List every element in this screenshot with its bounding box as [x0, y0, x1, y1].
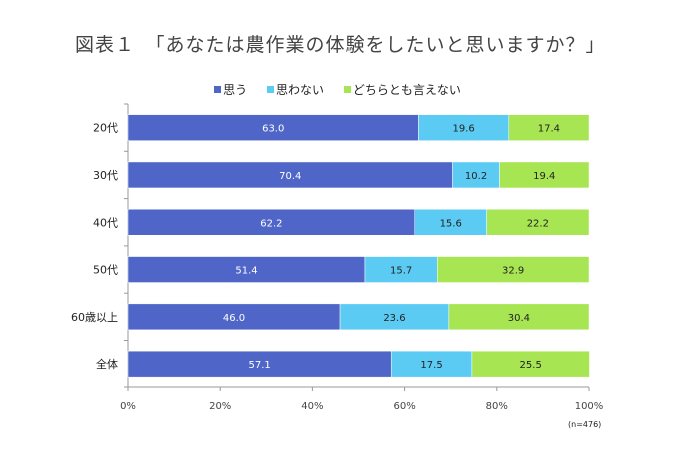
data-label: 23.6	[383, 313, 405, 324]
data-label: 15.6	[440, 218, 462, 229]
data-label: 32.9	[502, 266, 524, 277]
bar-segment	[127, 114, 419, 141]
data-label: 17.5	[420, 360, 442, 371]
legend-label: 思わない	[275, 83, 324, 97]
legend-swatch	[343, 86, 351, 93]
category-label: 60歳以上	[71, 311, 118, 324]
bar-segment	[452, 161, 500, 189]
data-label: 25.5	[520, 360, 542, 371]
category-label: 40代	[93, 216, 118, 229]
category-label: 20代	[93, 122, 118, 135]
x-tick-label: 20%	[209, 401, 231, 412]
category-label: 50代	[93, 264, 118, 277]
data-label: 30.4	[508, 313, 530, 324]
data-label: 17.4	[538, 124, 560, 135]
data-label: 19.4	[533, 171, 555, 182]
x-tick-label: 40%	[301, 401, 323, 412]
x-tick-label: 80%	[486, 401, 508, 412]
bar-segment	[486, 209, 590, 236]
data-label: 46.0	[223, 313, 245, 324]
legend-item: 思わない	[266, 81, 324, 98]
category-label: 全体	[96, 357, 118, 371]
x-tick-label: 0%	[120, 401, 136, 412]
bar-segment	[448, 303, 590, 331]
bar-segment	[508, 114, 590, 141]
bar-segment	[390, 350, 473, 378]
data-label: 19.6	[452, 124, 474, 135]
data-label: 22.2	[527, 218, 549, 229]
sample-size-note: (n=476)	[568, 420, 602, 429]
bar-segment	[127, 350, 392, 378]
data-label: 70.4	[279, 171, 301, 182]
data-label: 63.0	[262, 124, 284, 135]
bar-segment	[364, 256, 438, 283]
category-label: 30代	[93, 169, 118, 182]
bar-segment	[127, 303, 341, 331]
legend-item: どちらとも言えない	[343, 81, 461, 98]
data-label: 62.2	[260, 218, 282, 229]
data-label: 57.1	[248, 360, 270, 371]
bar-segment	[127, 161, 453, 189]
legend: 思う 思わない どちらとも言えない	[0, 81, 675, 98]
bar-segment	[339, 303, 450, 331]
bar-segment	[471, 350, 590, 378]
legend-label: どちらとも言えない	[352, 83, 461, 97]
legend-swatch	[214, 86, 222, 93]
x-tick-label: 60%	[393, 401, 415, 412]
bar-segment	[127, 209, 415, 236]
legend-swatch	[266, 86, 274, 93]
x-tick-label: 100%	[575, 401, 604, 412]
bar-segment	[499, 161, 590, 189]
bar-segment	[437, 256, 590, 283]
legend-item: 思う	[214, 81, 247, 98]
legend-label: 思う	[223, 83, 248, 97]
chart-title: 図表１ 「あなたは農作業の体験をしたいと思いますか？」	[75, 34, 606, 56]
data-label: 15.7	[390, 266, 412, 277]
data-label: 51.4	[235, 266, 257, 277]
bar-segment	[127, 256, 366, 283]
data-label: 10.2	[465, 171, 487, 182]
bar-segment	[414, 209, 487, 236]
